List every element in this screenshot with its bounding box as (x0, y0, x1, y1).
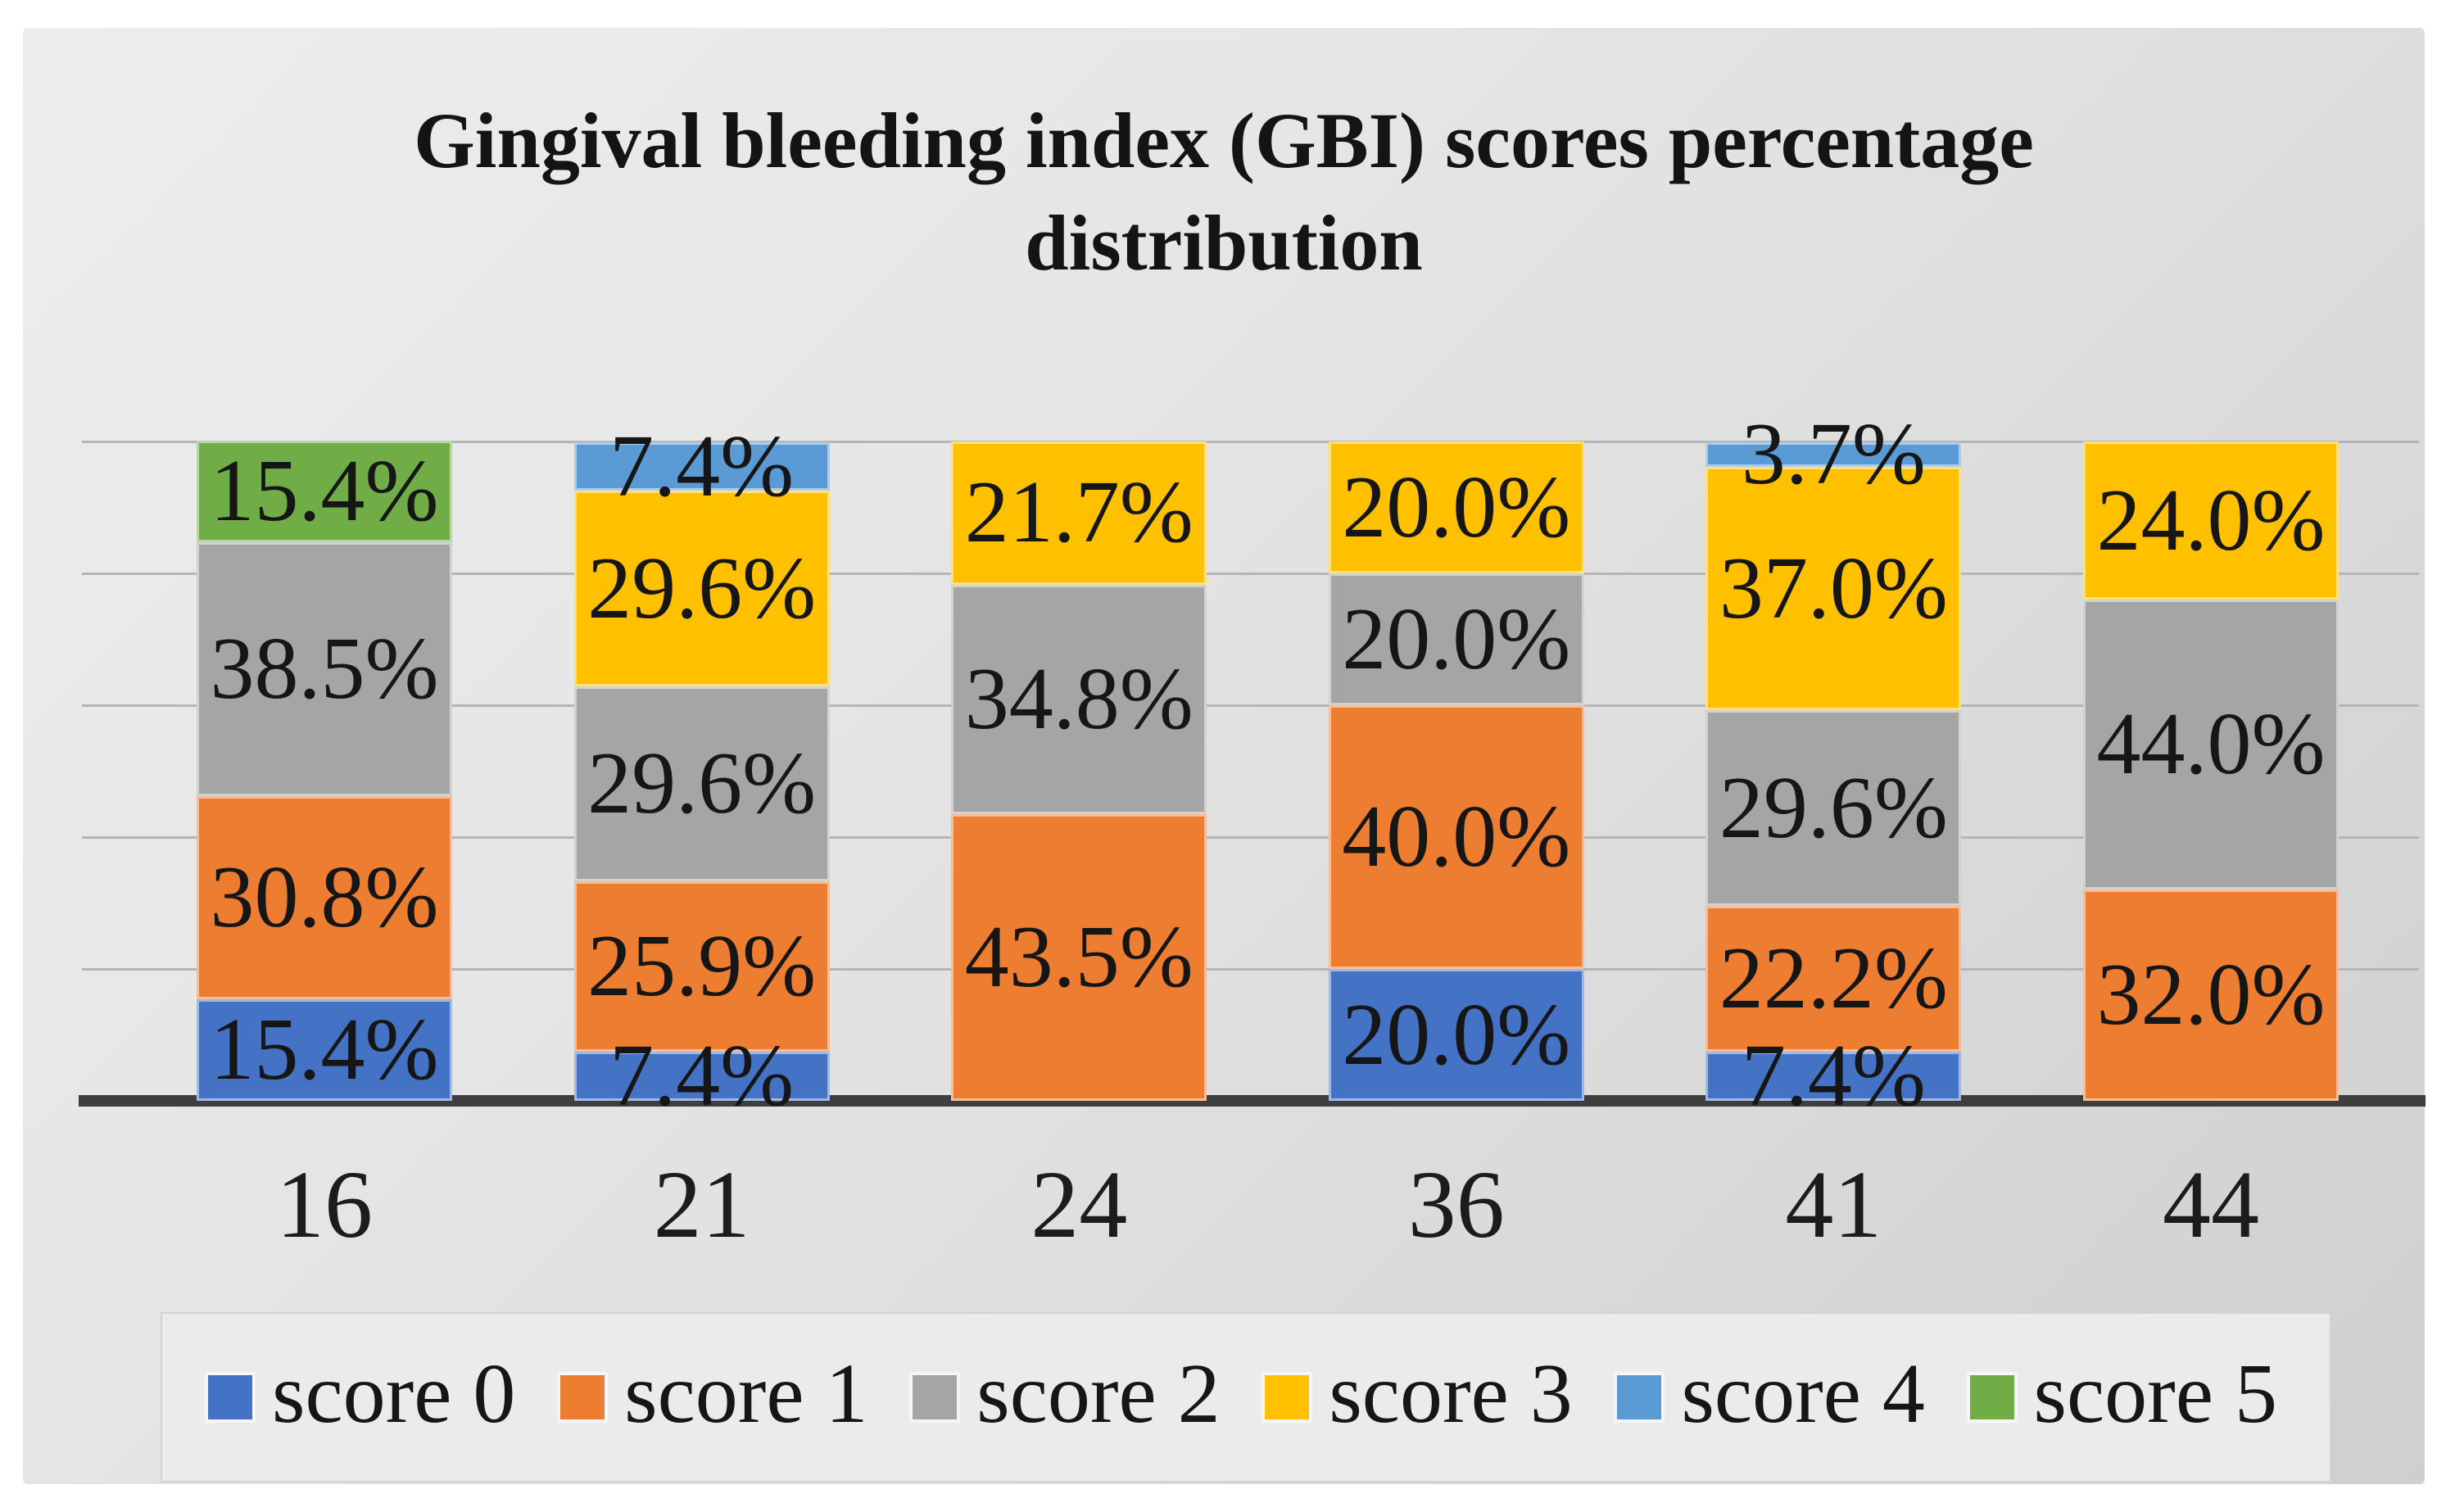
segment-data-label: 43.5% (964, 908, 1194, 1006)
bar-segment-score-1-24: 43.5% (951, 813, 1207, 1101)
legend-swatch-score-1 (557, 1372, 609, 1423)
plot-area: 15.4% 30.8% 38.5% 15.4% 7.4% 25.9% 29.6% 29.6% 7… (79, 410, 2426, 1120)
legend-label: score 1 (624, 1347, 868, 1441)
bar-16: 15.4% 30.8% 38.5% 15.4% (197, 441, 452, 1101)
legend-swatch-score-2 (909, 1372, 961, 1423)
bar-segment-score-0-41: 7.4% (1705, 1032, 1962, 1120)
x-axis-labels: 16 21 24 36 41 44 (82, 1157, 2419, 1253)
segment-data-label: 29.6% (587, 734, 817, 832)
segment-data-label: 32.0% (2096, 946, 2326, 1044)
legend-item-score-3: score 3 (1261, 1347, 1573, 1443)
segment-data-label: 37.0% (1719, 539, 1948, 637)
legend-swatch-score-5 (1966, 1372, 2018, 1423)
bar-21: 7.4% 25.9% 29.6% 29.6% 7.4% (573, 422, 830, 1120)
gridline-20pct (82, 968, 2419, 971)
x-axis-label-24: 24 (1030, 1151, 1128, 1258)
gridline-80pct (82, 573, 2419, 575)
segment-data-label: 40.0% (1342, 788, 1571, 885)
bar-44: 32.0% 44.0% 24.0% (2082, 441, 2339, 1101)
x-axis-label-41: 41 (1785, 1151, 1882, 1258)
segment-data-label: 29.6% (587, 539, 817, 637)
segment-data-label: 15.4% (210, 1001, 439, 1099)
chart-title-line1: Gingival bleeding index (GBI) scores per… (414, 97, 2034, 184)
gridline-40pct (82, 836, 2419, 839)
segment-data-label: 7.4% (1741, 1027, 1926, 1125)
chart-panel: Gingival bleeding index (GBI) scores per… (23, 28, 2426, 1484)
segment-data-label: 20.0% (1342, 590, 1571, 688)
bar-segment-score-1-41: 22.2% (1705, 905, 1962, 1053)
bar-segment-score-1-36: 40.0% (1328, 705, 1584, 969)
segment-data-label: 21.7% (964, 464, 1194, 562)
legend-swatch-score-3 (1261, 1372, 1313, 1423)
legend-item-score-2: score 2 (909, 1347, 1221, 1443)
legend-label: score 5 (2033, 1347, 2277, 1441)
legend-item-score-4: score 4 (1614, 1347, 1925, 1443)
segment-data-label: 38.5% (210, 620, 439, 718)
bar-segment-score-3-21: 29.6% (573, 491, 830, 686)
x-axis-label-44: 44 (2162, 1151, 2259, 1258)
segment-data-label: 30.8% (210, 849, 439, 947)
segment-data-label: 20.0% (1342, 985, 1571, 1084)
bar-segment-score-1-21: 25.9% (573, 880, 830, 1053)
chart-title-line2: distribution (1025, 198, 1423, 287)
bar-segment-score-0-36: 20.0% (1328, 969, 1584, 1101)
bar-segment-score-4-41: 3.7% (1705, 410, 1962, 498)
bar-segment-score-3-41: 37.0% (1705, 466, 1962, 711)
legend-label: score 4 (1681, 1347, 1925, 1441)
bar-segment-score-1-44: 32.0% (2082, 890, 2339, 1101)
legend-label: score 0 (272, 1347, 516, 1441)
segment-data-label: 24.0% (2096, 471, 2326, 569)
segment-data-label: 34.8% (964, 650, 1194, 748)
bar-36: 20.0% 40.0% 20.0% 20.0% (1328, 441, 1584, 1101)
gridline-100pct (82, 441, 2419, 443)
legend-item-score-0: score 0 (205, 1347, 516, 1443)
segment-data-label: 3.7% (1741, 405, 1926, 503)
bars-container: 15.4% 30.8% 38.5% 15.4% 7.4% 25.9% 29.6% 29.6% 7… (82, 410, 2419, 1120)
bar-segment-score-3-36: 20.0% (1328, 441, 1584, 573)
legend-label: score 3 (1329, 1347, 1573, 1441)
chart-title: Gingival bleeding index (GBI) scores per… (23, 90, 2425, 295)
x-axis-label-16: 16 (276, 1151, 373, 1258)
bar-segment-score-2-44: 44.0% (2082, 600, 2339, 890)
bar-segment-score-2-21: 29.6% (573, 686, 830, 881)
segment-data-label: 22.2% (1719, 930, 1948, 1028)
bar-segment-score-3-24: 21.7% (951, 441, 1207, 585)
bar-segment-score-1-16: 30.8% (197, 796, 452, 1000)
segment-data-label: 7.4% (609, 1027, 795, 1125)
segment-data-label: 20.0% (1342, 458, 1571, 556)
bar-segment-score-2-16: 38.5% (197, 542, 452, 797)
bar-segment-score-2-36: 20.0% (1328, 573, 1584, 705)
legend-swatch-score-4 (1614, 1372, 1665, 1423)
bar-segment-score-2-41: 29.6% (1705, 710, 1962, 906)
bar-41: 7.4% 22.2% 29.6% 37.0% 3.7% (1705, 410, 1962, 1120)
legend-swatch-score-0 (205, 1372, 256, 1423)
legend: score 0 score 1 score 2 score 3 score 4 score… (161, 1312, 2331, 1483)
segment-data-label: 25.9% (587, 917, 817, 1016)
gridline-60pct (82, 704, 2419, 707)
legend-item-score-5: score 5 (1966, 1347, 2277, 1443)
bar-segment-score-0-16: 15.4% (197, 999, 452, 1101)
segment-data-label: 29.6% (1719, 758, 1948, 857)
x-axis-label-36: 36 (1407, 1151, 1505, 1258)
legend-item-score-1: score 1 (557, 1347, 868, 1443)
segment-data-label: 7.4% (609, 417, 795, 515)
bar-segment-score-2-24: 34.8% (951, 584, 1207, 814)
segment-data-label: 44.0% (2096, 695, 2326, 794)
segment-data-label: 15.4% (210, 442, 439, 541)
x-axis-label-21: 21 (653, 1151, 750, 1258)
legend-label: score 2 (976, 1347, 1221, 1441)
bar-segment-score-4-21: 7.4% (573, 422, 830, 510)
bar-segment-score-0-21: 7.4% (573, 1032, 830, 1120)
bar-segment-score-3-44: 24.0% (2082, 441, 2339, 600)
bar-24: 43.5% 34.8% 21.7% (951, 441, 1207, 1101)
bar-segment-score-5-16: 15.4% (197, 441, 452, 543)
